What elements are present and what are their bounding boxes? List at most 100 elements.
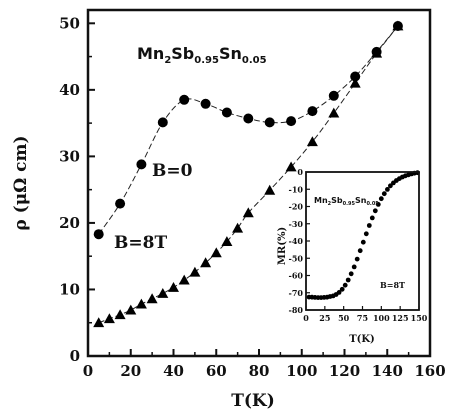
inset-data-point bbox=[339, 286, 345, 292]
data-point-triangle bbox=[210, 247, 222, 258]
inset-data-point bbox=[336, 290, 342, 295]
data-point-circle bbox=[286, 116, 297, 127]
data-point-triangle bbox=[221, 236, 233, 246]
inset-x-tick-label: 50 bbox=[338, 313, 350, 323]
inset-label-b-8t: B=8T bbox=[380, 280, 405, 290]
data-point-circle bbox=[136, 159, 147, 170]
inset-data-point bbox=[366, 223, 372, 228]
compound-label: Mn2Sb0.95Sn0.05 bbox=[137, 44, 267, 66]
inset-background bbox=[306, 160, 426, 328]
y-tick-label: 0 bbox=[70, 347, 80, 365]
data-point-triangle bbox=[93, 317, 105, 328]
data-point-triangle bbox=[285, 161, 297, 172]
inset-x-tick-label: 100 bbox=[373, 313, 390, 323]
data-point-circle bbox=[307, 106, 318, 117]
x-tick-label: 160 bbox=[414, 362, 445, 380]
inset-data-point bbox=[388, 183, 393, 189]
inset-y-tick-label: -80 bbox=[289, 305, 304, 315]
inset-ticks: 0 25 50 75 100 125 150 0 -10 -20 -30 -40 -50 -60 -70 -8… bbox=[289, 167, 428, 323]
data-point-triangle bbox=[232, 222, 244, 233]
data-point-triangle bbox=[306, 136, 318, 147]
data-point-triangle bbox=[328, 107, 340, 118]
inset-x-axis-title: T(K) bbox=[349, 334, 375, 345]
data-point-circle bbox=[200, 98, 211, 109]
inset-y-tick-label: -40 bbox=[289, 236, 304, 246]
data-point-triangle bbox=[157, 288, 169, 298]
inset-data-point bbox=[381, 191, 387, 197]
inset-data-point bbox=[342, 282, 348, 288]
inset-data-point bbox=[360, 239, 366, 245]
x-tick-label: 0 bbox=[83, 362, 93, 380]
y-tick-label: 20 bbox=[59, 214, 80, 232]
inset-x-tick-label: 25 bbox=[319, 313, 330, 323]
label-b-zero: B=0 bbox=[152, 161, 193, 181]
fit-line-series-1 bbox=[98, 25, 399, 324]
x-tick-label: 20 bbox=[120, 362, 141, 380]
x-axis-title: T(K) bbox=[231, 391, 275, 411]
inset-data-point bbox=[345, 277, 351, 283]
inset-y-tick-label: -20 bbox=[289, 202, 304, 212]
data-point-circle bbox=[93, 229, 104, 240]
data-point-triangle bbox=[135, 298, 147, 309]
data-point-triangle bbox=[103, 313, 115, 324]
y-tick-label: 30 bbox=[59, 147, 80, 165]
data-point-circle bbox=[221, 107, 232, 118]
inset-x-tick-label: 75 bbox=[357, 313, 368, 323]
inset-data-point bbox=[372, 208, 378, 214]
data-point-triangle bbox=[189, 266, 201, 277]
label-b-8t: B=8T bbox=[114, 233, 167, 253]
inset-markers bbox=[306, 170, 420, 300]
data-point-circle bbox=[328, 90, 339, 101]
inset-x-tick-label: 125 bbox=[392, 313, 409, 323]
data-point-circle bbox=[115, 198, 126, 209]
inset-y-axis-title: MR(%) bbox=[277, 227, 288, 265]
inset-x-tick-label: 0 bbox=[303, 313, 309, 323]
inset-data-point bbox=[354, 256, 360, 262]
inset-data-point bbox=[369, 215, 375, 221]
inset-data-point bbox=[357, 248, 363, 254]
x-tick-label: 80 bbox=[249, 362, 270, 380]
data-point-triangle bbox=[349, 77, 361, 88]
data-point-triangle bbox=[178, 274, 190, 285]
inset-y-tick-label: -10 bbox=[289, 184, 304, 194]
data-point-triangle bbox=[146, 293, 158, 304]
data-point-triangle bbox=[114, 309, 126, 320]
data-point-triangle bbox=[371, 47, 383, 58]
data-point-circle bbox=[350, 71, 361, 82]
x-tick-label: 140 bbox=[372, 362, 403, 380]
y-axis-title: ρ (μΩ cm) bbox=[11, 135, 31, 230]
x-tick-label: 40 bbox=[163, 362, 184, 380]
y-tick-label: 40 bbox=[59, 81, 80, 99]
data-point-circle bbox=[243, 113, 254, 124]
inset-compound-label: Mn2Sb0.95Sn0.05 bbox=[314, 196, 379, 207]
inset-data-point bbox=[378, 196, 384, 202]
inset-y-tick-label: -60 bbox=[289, 271, 304, 281]
inset-data-point bbox=[351, 264, 357, 270]
inset-data-point bbox=[385, 187, 390, 192]
x-tick-label: 120 bbox=[329, 362, 360, 380]
data-point-triangle bbox=[168, 282, 179, 292]
inset-data-point bbox=[348, 271, 354, 277]
data-point-circle bbox=[157, 117, 168, 128]
data-point-triangle bbox=[264, 184, 276, 195]
x-tick-label: 60 bbox=[206, 362, 227, 380]
data-point-circle bbox=[264, 117, 275, 128]
inset-data-point bbox=[375, 202, 381, 207]
data-point-circle bbox=[179, 94, 190, 105]
inset-y-tick-label: -30 bbox=[289, 219, 304, 229]
data-point-triangle bbox=[200, 257, 212, 268]
main-markers bbox=[93, 20, 404, 328]
main-ticks: 0 20 40 60 80 100 120 140 160 0 10 20 30 40 50 bbox=[59, 14, 446, 380]
y-tick-label: 50 bbox=[59, 14, 80, 32]
inset-chart: 0 25 50 75 100 125 150 0 -10 -20 -30 -40 -50 -60 -70 -8… bbox=[277, 160, 428, 345]
data-point-triangle bbox=[392, 20, 404, 31]
inset-y-tick-label: -70 bbox=[289, 288, 304, 298]
inset-y-tick-label: 0 bbox=[297, 167, 303, 177]
data-point-triangle bbox=[242, 207, 254, 218]
inset-x-tick-label: 150 bbox=[411, 313, 428, 323]
data-point-triangle bbox=[125, 304, 137, 315]
x-tick-label: 100 bbox=[286, 362, 317, 380]
inset-y-tick-label: -50 bbox=[289, 253, 304, 263]
y-tick-label: 10 bbox=[59, 280, 80, 298]
